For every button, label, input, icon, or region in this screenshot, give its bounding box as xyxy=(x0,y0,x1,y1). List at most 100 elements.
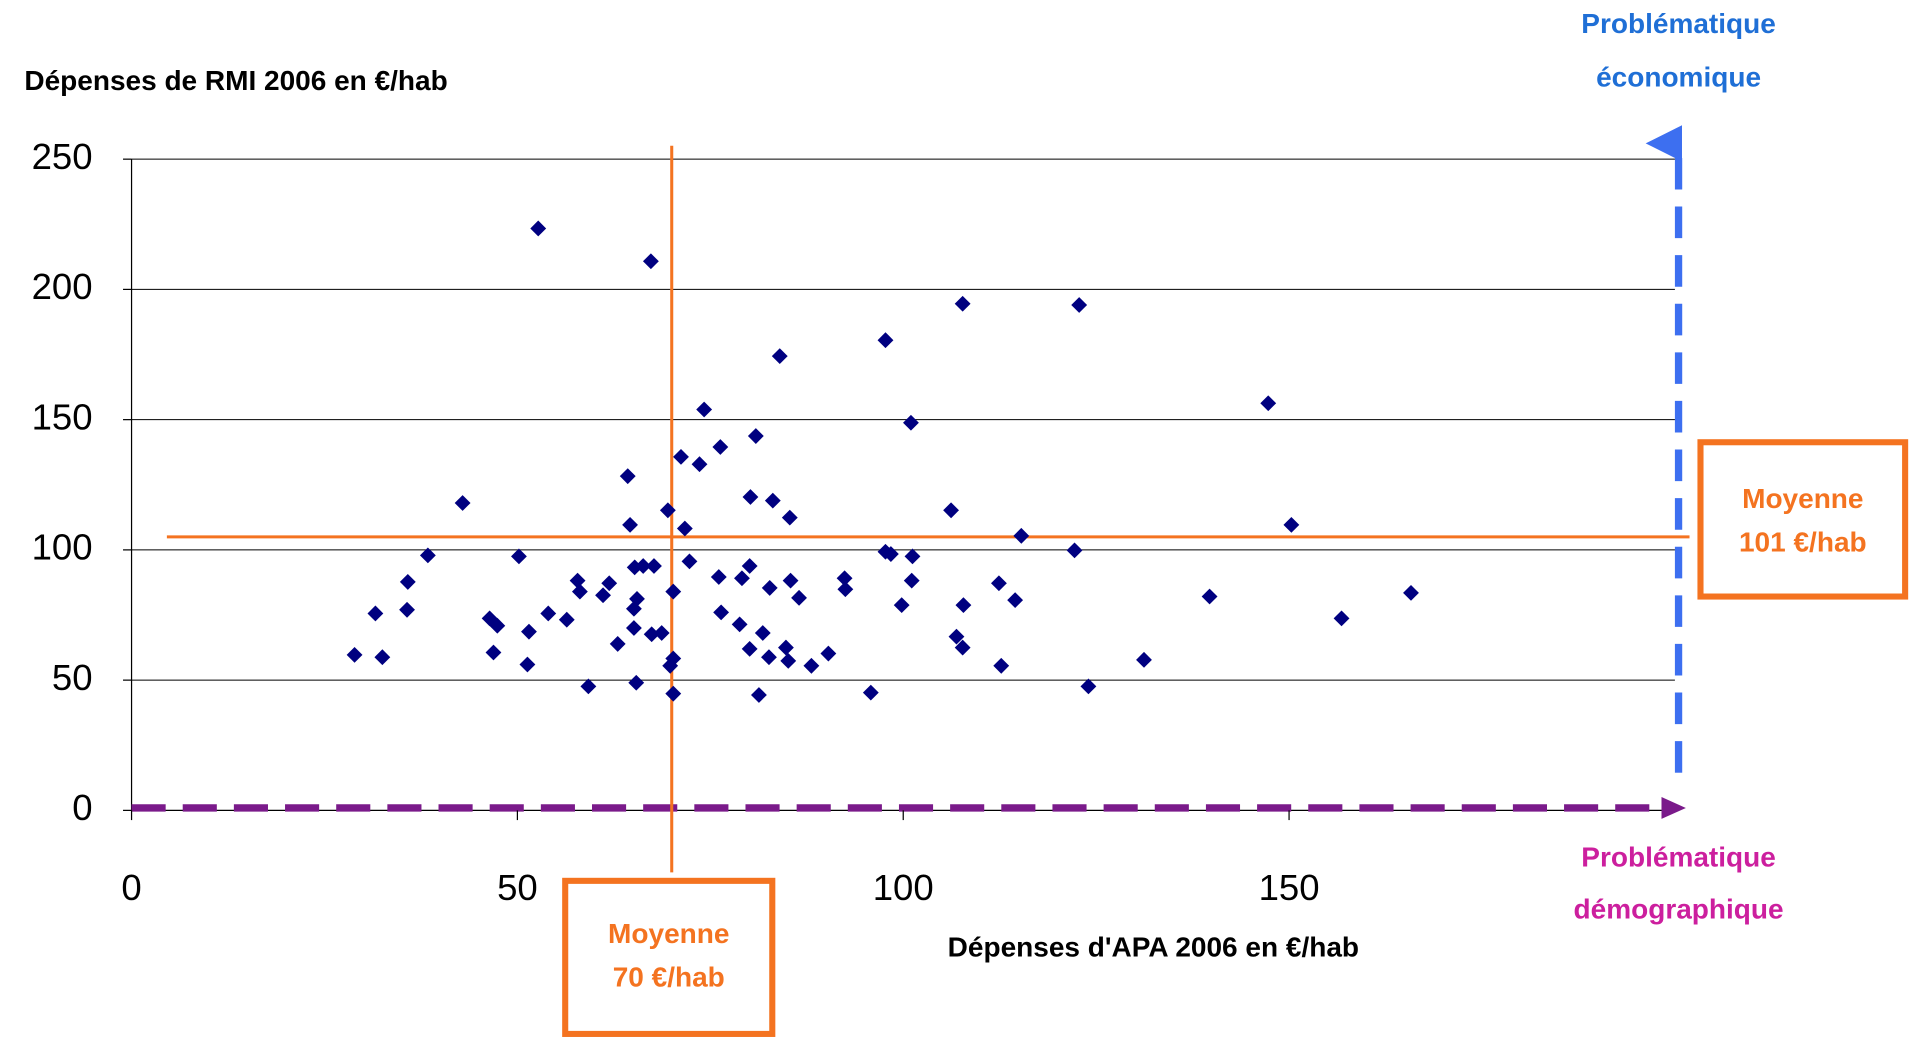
point xyxy=(803,657,820,674)
point xyxy=(511,548,527,565)
point xyxy=(580,678,597,695)
point xyxy=(782,572,799,589)
point xyxy=(955,597,972,614)
point xyxy=(943,502,959,519)
mean-x-box xyxy=(562,877,776,1037)
point xyxy=(791,589,807,606)
point xyxy=(399,574,416,590)
point xyxy=(571,583,588,600)
point xyxy=(712,439,729,455)
axis-note: démographique xyxy=(1574,894,1784,925)
point xyxy=(558,611,575,628)
point xyxy=(781,509,798,526)
point xyxy=(662,657,679,674)
point xyxy=(696,401,713,418)
y-axis-title: Dépenses de RMI 2006 en €/hab xyxy=(24,65,447,96)
y-tick-label: 200 xyxy=(32,266,93,307)
x-tick-label: 100 xyxy=(873,867,934,908)
point xyxy=(741,558,758,574)
point xyxy=(628,674,645,691)
point xyxy=(540,605,557,622)
point xyxy=(761,580,778,596)
point xyxy=(780,652,797,669)
point xyxy=(1201,588,1218,605)
point xyxy=(619,468,636,485)
point xyxy=(676,520,693,537)
demographic-arrow-head xyxy=(1661,797,1686,819)
point xyxy=(601,575,618,592)
point xyxy=(569,572,586,589)
point xyxy=(742,489,759,505)
x-tick-label: 0 xyxy=(121,867,141,908)
point xyxy=(1283,516,1300,533)
point xyxy=(754,625,771,641)
point xyxy=(519,656,536,673)
y-tick-label: 0 xyxy=(72,787,92,828)
point xyxy=(642,253,659,270)
point xyxy=(367,605,384,622)
point xyxy=(751,687,767,703)
x-axis-title: Dépenses d'APA 2006 en €/hab xyxy=(948,931,1359,962)
point xyxy=(653,625,670,641)
y-tick-label: 100 xyxy=(32,527,93,568)
point xyxy=(635,558,652,574)
point xyxy=(399,601,415,618)
point xyxy=(665,583,682,600)
point xyxy=(625,620,642,636)
point xyxy=(761,649,777,666)
point xyxy=(837,581,854,598)
point xyxy=(904,548,921,565)
mean-label: Moyenne xyxy=(608,918,729,949)
point xyxy=(836,570,853,587)
y-tick-label: 50 xyxy=(52,657,93,698)
point xyxy=(1007,592,1024,609)
point xyxy=(954,639,971,656)
point xyxy=(530,220,547,237)
point xyxy=(485,644,502,661)
point xyxy=(691,456,708,473)
point xyxy=(882,546,899,562)
point xyxy=(771,348,788,364)
point xyxy=(820,645,837,662)
point xyxy=(595,587,611,604)
x-tick-label: 150 xyxy=(1259,867,1320,908)
y-tick-label: 250 xyxy=(32,136,93,177)
point xyxy=(489,617,506,634)
point xyxy=(1403,584,1419,601)
axis-note: économique xyxy=(1596,61,1761,92)
point xyxy=(622,516,638,533)
point xyxy=(643,626,660,643)
point xyxy=(954,295,971,312)
point xyxy=(419,547,436,564)
point xyxy=(1260,395,1277,412)
y-tick-label: 150 xyxy=(32,396,93,437)
point xyxy=(893,597,910,614)
point xyxy=(646,558,662,574)
point xyxy=(903,414,919,431)
point xyxy=(731,616,748,633)
point xyxy=(862,684,879,701)
point xyxy=(1136,651,1152,668)
x-tick-label: 50 xyxy=(497,867,538,908)
point xyxy=(710,569,727,585)
point xyxy=(778,639,794,656)
point xyxy=(665,685,682,702)
point xyxy=(346,646,363,663)
mean-label: 70 €/hab xyxy=(613,962,725,993)
point xyxy=(903,572,920,589)
point xyxy=(1013,527,1030,544)
point xyxy=(681,553,698,570)
mean-label: Moyenne xyxy=(1742,483,1863,514)
point xyxy=(625,600,642,617)
point xyxy=(991,575,1007,592)
point xyxy=(609,636,626,652)
point xyxy=(659,502,676,519)
point xyxy=(1080,678,1097,695)
point xyxy=(764,492,781,509)
point xyxy=(1066,542,1083,559)
point xyxy=(993,657,1010,674)
point xyxy=(734,570,750,587)
point xyxy=(1071,297,1088,313)
